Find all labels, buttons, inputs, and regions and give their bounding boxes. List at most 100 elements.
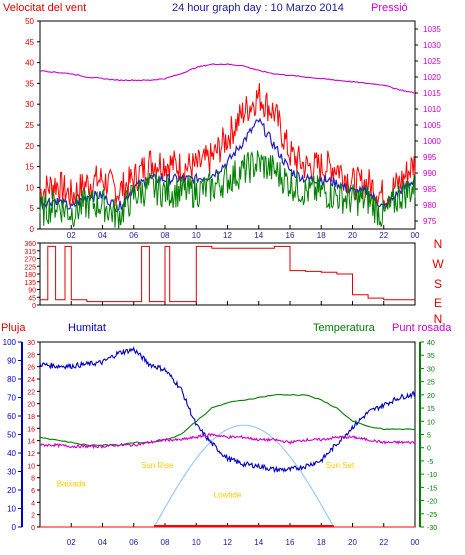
x-tick-label: 10 bbox=[192, 538, 201, 547]
x-tick-label: 02 bbox=[67, 231, 76, 240]
rain-y-tick-label: 10 bbox=[27, 463, 35, 470]
pressure-y-tick-label: 1025 bbox=[423, 57, 441, 66]
humidity-line bbox=[39, 346, 416, 473]
x-tick-label: 10 bbox=[192, 231, 201, 240]
wind-y-tick-label: 45 bbox=[25, 38, 34, 47]
x-tick-label: 08 bbox=[161, 538, 170, 547]
humidity-temp-panel: 0102030405060708090100024681012141618202… bbox=[3, 338, 438, 547]
x-tick-label: 14 bbox=[254, 231, 263, 240]
humidity-y-tick-label: 50 bbox=[7, 431, 16, 440]
humidity-y-tick-label: 20 bbox=[7, 486, 16, 495]
temperature-y-tick-label: 20 bbox=[427, 393, 435, 400]
x-tick-label: 12 bbox=[223, 538, 232, 547]
compass-n-label: N bbox=[434, 312, 443, 326]
direction-y-tick-label: 225 bbox=[24, 264, 36, 271]
temperature-y-tick-label: 30 bbox=[427, 366, 435, 373]
x-tick-label: 16 bbox=[286, 538, 295, 547]
temperature-y-tick-label: -25 bbox=[427, 512, 437, 519]
wind-green-line bbox=[39, 150, 416, 230]
rain-y-tick-label: 22 bbox=[27, 389, 35, 396]
rain-y-tick-label: 30 bbox=[27, 340, 35, 347]
temperature-label: Temperatura bbox=[313, 322, 376, 334]
x-tick-label: 06 bbox=[129, 538, 138, 547]
wind-y-tick-label: 0 bbox=[30, 225, 35, 234]
x-tick-label: 20 bbox=[348, 231, 357, 240]
x-tick-label: 22 bbox=[379, 231, 388, 240]
x-tick-label: 16 bbox=[286, 231, 295, 240]
x-tick-label: 04 bbox=[98, 538, 107, 547]
event-label: Baixada bbox=[57, 479, 86, 488]
wind-y-tick-label: 25 bbox=[25, 121, 34, 130]
pressure-y-tick-label: 1035 bbox=[423, 25, 441, 34]
gust-line bbox=[39, 83, 416, 209]
x-tick-label: 04 bbox=[98, 231, 107, 240]
rain-y-tick-label: 14 bbox=[27, 439, 35, 446]
rain-y-tick-label: 12 bbox=[27, 451, 35, 458]
pressure-y-tick-label: 1015 bbox=[423, 89, 441, 98]
humidity-y-tick-label: 0 bbox=[12, 523, 17, 532]
pressure-y-tick-label: 975 bbox=[423, 217, 437, 226]
rain-y-tick-label: 0 bbox=[31, 525, 35, 532]
temperature-y-tick-label: -15 bbox=[427, 485, 437, 492]
pressure-y-tick-label: 980 bbox=[423, 201, 437, 210]
direction-y-tick-label: 180 bbox=[24, 272, 36, 279]
humidity-y-tick-label: 40 bbox=[7, 449, 16, 458]
direction-y-tick-label: 360 bbox=[24, 241, 36, 248]
rain-label: Pluja bbox=[1, 322, 26, 334]
direction-y-tick-label: 90 bbox=[28, 288, 36, 295]
wind-y-tick-label: 50 bbox=[25, 17, 34, 26]
temperature-y-tick-label: -20 bbox=[427, 499, 437, 506]
pressure-label: Pressió bbox=[371, 2, 408, 14]
x-tick-label: 14 bbox=[254, 538, 263, 547]
rain-y-tick-label: 26 bbox=[27, 365, 35, 372]
temperature-y-tick-label: 40 bbox=[427, 340, 435, 347]
temperature-y-tick-label: 5 bbox=[427, 433, 431, 440]
humidity-label: Humitat bbox=[68, 322, 106, 334]
humidity-y-tick-label: 100 bbox=[3, 338, 17, 347]
x-tick-label: 00 bbox=[411, 538, 420, 547]
compass-w-label: W bbox=[432, 257, 444, 271]
event-label: Sun Rise bbox=[141, 461, 174, 470]
rain-y-tick-label: 16 bbox=[27, 426, 35, 433]
pressure-line bbox=[39, 63, 416, 94]
rain-y-tick-label: 18 bbox=[27, 414, 35, 421]
wind-y-tick-label: 20 bbox=[25, 142, 34, 151]
event-label: Lowtide bbox=[214, 490, 242, 499]
pressure-y-tick-label: 990 bbox=[423, 169, 437, 178]
x-tick-label: 08 bbox=[161, 231, 170, 240]
wind-y-tick-label: 30 bbox=[25, 100, 34, 109]
humidity-y-tick-label: 70 bbox=[7, 394, 16, 403]
dewpoint-line bbox=[40, 433, 416, 450]
temperature-y-tick-label: 15 bbox=[427, 406, 435, 413]
solar-radiation-curve bbox=[153, 424, 335, 528]
pressure-y-tick-label: 985 bbox=[423, 185, 437, 194]
wind-y-tick-label: 40 bbox=[25, 59, 34, 68]
humidity-y-tick-label: 30 bbox=[7, 468, 16, 477]
humidity-y-tick-label: 60 bbox=[7, 412, 16, 421]
wind-panel: 0510152025303540455097598098599099510001… bbox=[25, 17, 441, 240]
x-tick-label: 12 bbox=[223, 231, 232, 240]
pressure-y-tick-label: 995 bbox=[423, 153, 437, 162]
temperature-y-tick-label: 25 bbox=[427, 380, 435, 387]
x-tick-label: 00 bbox=[411, 231, 420, 240]
temperature-y-tick-label: 0 bbox=[427, 446, 431, 453]
temperature-y-tick-label: 35 bbox=[427, 353, 435, 360]
rain-y-tick-label: 24 bbox=[27, 377, 35, 384]
wind-speed-label: Velocitat del vent bbox=[3, 2, 86, 14]
pressure-y-tick-label: 1005 bbox=[423, 121, 441, 130]
temperature-y-tick-label: 10 bbox=[427, 419, 435, 426]
humidity-plot-frame bbox=[39, 341, 416, 528]
temperature-y-tick-label: -30 bbox=[427, 525, 437, 532]
temperature-y-tick-label: -10 bbox=[427, 472, 437, 479]
wind-y-tick-label: 35 bbox=[25, 79, 34, 88]
direction-y-tick-label: 315 bbox=[24, 249, 36, 256]
x-tick-label: 22 bbox=[379, 538, 388, 547]
direction-plot-frame bbox=[39, 242, 416, 306]
humidity-y-tick-label: 10 bbox=[7, 505, 16, 514]
direction-y-tick-label: 45 bbox=[28, 295, 36, 302]
rain-y-tick-label: 2 bbox=[31, 513, 35, 520]
wind-y-tick-label: 5 bbox=[30, 204, 35, 213]
